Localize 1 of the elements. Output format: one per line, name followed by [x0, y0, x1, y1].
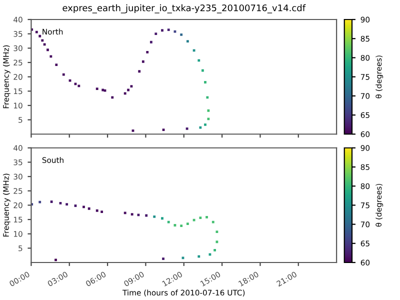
chart-title: expres_earth_jupiter_io_txka-y235_20100716_v14.cdf [62, 4, 306, 14]
